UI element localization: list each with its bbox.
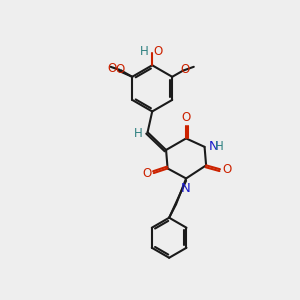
Text: O: O	[153, 45, 162, 58]
Text: O: O	[142, 167, 152, 180]
Text: H: H	[134, 127, 143, 140]
Text: N: N	[181, 182, 191, 195]
Text: methoxy: methoxy	[115, 68, 122, 69]
Text: methoxy: methoxy	[111, 67, 118, 68]
Text: O: O	[182, 111, 191, 124]
Text: O: O	[108, 62, 117, 75]
Text: H: H	[215, 140, 224, 153]
Text: H: H	[140, 45, 148, 58]
Text: O: O	[222, 163, 232, 176]
Text: O: O	[180, 63, 189, 76]
Text: O: O	[115, 63, 124, 76]
Text: N: N	[209, 140, 219, 153]
